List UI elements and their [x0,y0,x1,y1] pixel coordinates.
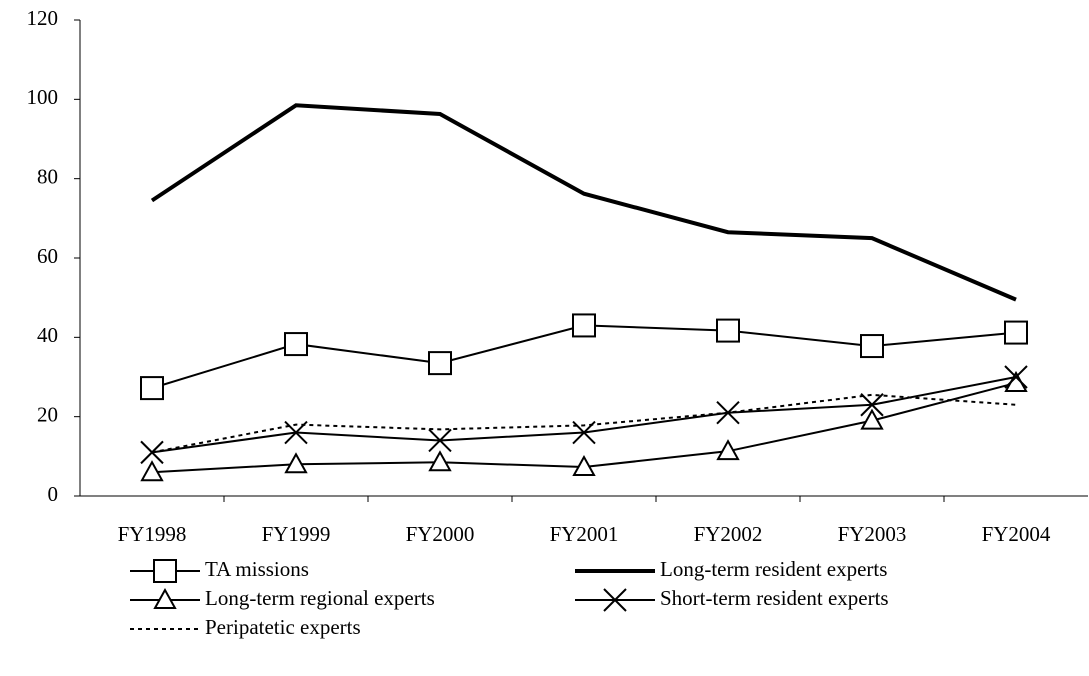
y-tick-label: 60 [37,244,58,268]
x-tick-label: FY2004 [982,522,1051,546]
y-tick-label: 40 [37,323,58,347]
marker-triangle [428,450,452,472]
x-tick-label: FY2002 [694,522,763,546]
marker-x [1004,365,1028,389]
y-tick-label: 20 [37,402,58,426]
marker-square [716,318,740,343]
y-tick-label: 120 [27,6,59,30]
x-tick-label: FY2001 [550,522,619,546]
marker-square [140,376,164,401]
x-tick-label: FY2000 [406,522,475,546]
series-line [150,103,1017,302]
x-tick-label: FY2003 [838,522,907,546]
y-tick-label: 0 [48,482,59,506]
marker-x [860,393,884,417]
marker-square [428,351,452,376]
legend-label: Long-term regional experts [205,586,435,610]
marker-square [284,332,308,357]
y-tick-label: 80 [37,164,58,188]
marker-triangle [153,587,177,609]
series-line [151,393,1017,454]
x-tick-label: FY1998 [118,522,187,546]
series-line [151,376,1017,454]
y-tick-label: 100 [27,85,59,109]
marker-triangle [572,454,596,477]
legend-label: Peripatetic experts [205,615,361,639]
x-tick-label: FY1999 [262,522,331,546]
legend-label: Short-term resident experts [660,586,889,610]
marker-square [1004,320,1028,345]
marker-triangle [716,439,740,461]
marker-x [603,588,627,612]
marker-x [140,440,164,465]
marker-square [153,559,177,583]
legend-label: TA missions [205,557,309,581]
marker-triangle [140,460,164,482]
marker-triangle [284,452,308,474]
marker-x [428,428,452,453]
marker-square [860,334,884,359]
marker-triangle [860,408,884,430]
legend-label: Long-term resident experts [660,557,887,581]
marker-square [572,313,596,338]
